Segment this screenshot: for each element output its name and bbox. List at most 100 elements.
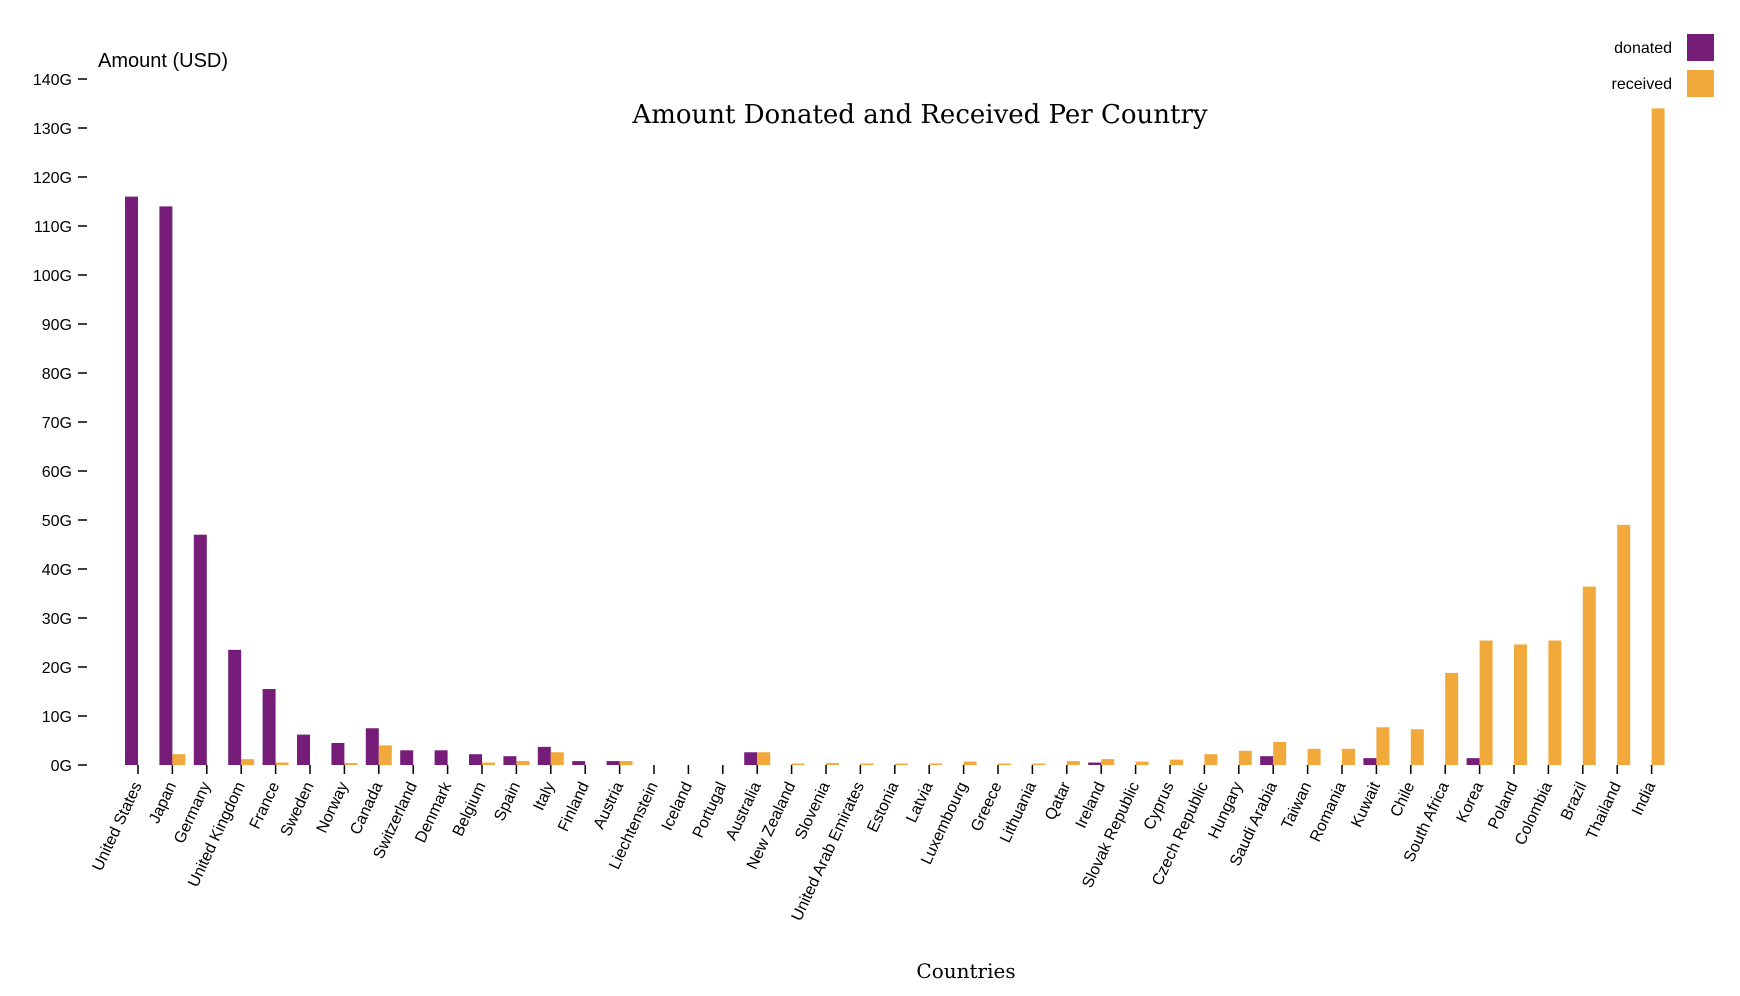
bar-received	[550, 752, 564, 765]
bar-received	[894, 763, 908, 765]
bar-donated	[744, 752, 758, 765]
bar-donated	[1363, 758, 1377, 765]
x-tick-label: Japan	[146, 780, 180, 827]
y-tick-label: 30G	[42, 611, 72, 628]
bar-received	[172, 754, 186, 765]
bar-donated	[606, 761, 620, 765]
bar-donated	[1466, 758, 1480, 765]
x-tick-label: Greece	[968, 779, 1006, 834]
y-axis-label: Amount (USD)	[98, 50, 228, 72]
bar-received	[1204, 754, 1218, 765]
bar-donated	[365, 728, 379, 765]
bar-received	[1170, 759, 1183, 765]
bar-received	[344, 763, 358, 765]
bar-received	[482, 762, 495, 765]
x-tick-label: Belgium	[450, 780, 490, 840]
y-tick-label: 60G	[42, 464, 72, 481]
y-tick-label: 90G	[42, 317, 72, 334]
bar-donated	[125, 196, 138, 766]
y-tick-label: 80G	[42, 366, 72, 383]
y-tick-label: 70G	[42, 415, 72, 432]
bar-received	[860, 763, 874, 765]
y-tick-label: 140G	[33, 72, 72, 89]
bar-donated	[262, 689, 276, 765]
bar-received	[1273, 741, 1287, 765]
bar-received	[1410, 729, 1424, 765]
x-tick-label: Norway	[314, 780, 352, 836]
x-tick-label: Thailand	[1583, 780, 1624, 843]
bar-received	[757, 752, 771, 765]
y-tick-label: 40G	[42, 562, 72, 579]
bar-donated	[228, 649, 242, 765]
x-tick-label: France	[247, 779, 283, 831]
x-tick-label: Chile	[1388, 779, 1419, 819]
bar-received	[791, 763, 805, 765]
x-axis-label: Countries	[916, 959, 1015, 983]
y-tick-label: 120G	[33, 170, 72, 187]
x-tick-label: United States	[90, 780, 146, 874]
bar-donated	[193, 534, 207, 765]
x-tick-label: Italy	[531, 780, 559, 814]
y-tick-label: 110G	[34, 219, 72, 236]
bar-received	[1238, 750, 1252, 765]
bar-received	[1307, 748, 1321, 765]
x-tick-label: India	[1629, 779, 1659, 818]
bar-donated	[1088, 762, 1102, 765]
bar-donated	[572, 761, 586, 765]
bar-donated	[503, 756, 517, 765]
x-tick-label: Iceland	[659, 780, 696, 834]
x-tick-label: Taiwan	[1279, 780, 1315, 832]
x-tick-label: Finland	[555, 780, 593, 835]
bar-received	[1514, 644, 1527, 765]
x-tick-label: Austria	[591, 779, 627, 831]
legend-swatch-received	[1687, 70, 1714, 97]
bar-received	[1445, 672, 1459, 765]
bar-received	[963, 761, 977, 765]
chart-title: Amount Donated and Received Per Country	[631, 100, 1207, 130]
y-tick-label: 50G	[42, 513, 72, 530]
x-tick-label: Spain	[491, 780, 524, 824]
x-tick-label: Brazil	[1558, 780, 1590, 823]
bar-received	[516, 761, 530, 765]
x-tick-label: Latvia	[903, 779, 936, 825]
y-axis: 0G 10G 20G 30G 40G 50G 60G 70G 80G 90G 100G 110G 120…	[33, 72, 87, 775]
y-tick-label: 130G	[33, 121, 72, 138]
bar-received	[1066, 761, 1080, 765]
bar-donated	[331, 742, 345, 765]
y-tick-label: 20G	[42, 660, 72, 677]
x-tick-label: Kuwait	[1348, 779, 1384, 830]
bar-received	[619, 761, 633, 765]
x-tick-label: Ireland	[1073, 780, 1109, 832]
y-tick-label: 0G	[51, 758, 72, 775]
x-tick-label: Cyprus	[1141, 780, 1178, 833]
y-tick-label: 10G	[42, 709, 72, 726]
bar-received	[378, 745, 392, 765]
bar-donated	[159, 206, 173, 765]
bar-donated	[537, 746, 551, 765]
bar-received	[1101, 759, 1115, 765]
bar-donated	[400, 750, 414, 765]
bar-received	[1548, 640, 1562, 765]
x-tick-label: Qatar	[1042, 779, 1075, 823]
legend-label-donated: donated	[1614, 40, 1672, 57]
bar-received	[1376, 727, 1390, 765]
bar-received	[275, 762, 289, 765]
y-tick-label: 100G	[33, 268, 72, 285]
x-tick-label: Korea	[1454, 779, 1487, 825]
bar-received	[1342, 748, 1355, 765]
bar-donated	[297, 734, 310, 765]
bar-received	[1135, 761, 1149, 765]
bar-received	[1651, 108, 1665, 765]
bar-received	[998, 763, 1011, 765]
x-tick-label: Sweden	[278, 780, 318, 840]
bar-donated	[1260, 756, 1274, 765]
legend: donated received	[1612, 34, 1714, 97]
bar-received	[1479, 640, 1493, 765]
bar-received	[1582, 586, 1596, 765]
legend-swatch-donated	[1687, 34, 1714, 61]
x-tick-label: Estonia	[864, 779, 902, 835]
bars	[125, 108, 1665, 766]
bar-received	[1617, 524, 1631, 765]
